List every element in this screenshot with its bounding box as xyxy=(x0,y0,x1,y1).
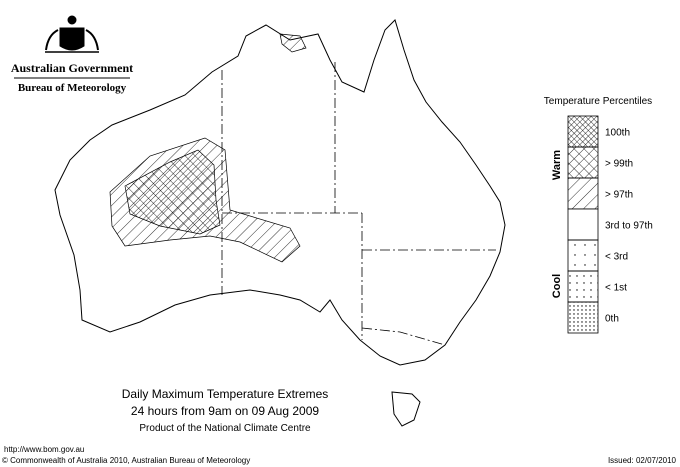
tasmania xyxy=(391,391,421,427)
issued: Issued: 02/07/2010 xyxy=(608,456,677,465)
map xyxy=(54,19,506,427)
legend-swatch xyxy=(567,208,599,241)
warm-region-north xyxy=(279,33,307,53)
legend-title: Temperature Percentiles xyxy=(544,96,652,107)
url: http://www.bom.gov.au xyxy=(4,445,84,454)
legend-label: 100th xyxy=(605,128,630,139)
map-title: Daily Maximum Temperature Extremes xyxy=(122,387,329,401)
legend-label: > 99th xyxy=(605,159,633,170)
legend-swatch xyxy=(567,301,599,334)
agency: Australian Government xyxy=(11,61,133,75)
copyright: © Commonwealth of Australia 2010, Austra… xyxy=(2,456,250,465)
map-product: Product of the National Climate Centre xyxy=(139,423,311,434)
mainland xyxy=(54,19,506,366)
legend-swatch xyxy=(567,146,599,179)
legend-label: 3rd to 97th xyxy=(605,221,653,232)
legend-label: > 97th xyxy=(605,190,633,201)
state-border xyxy=(361,327,446,346)
map-period: 24 hours from 9am on 09 Aug 2009 xyxy=(131,404,319,418)
legend-label: 0th xyxy=(605,314,619,325)
hot-region xyxy=(124,149,221,235)
legend-cool: Cool xyxy=(551,274,563,298)
legend: 100th > 99th > 97th 3rd to 97th < 3rd < 1st 0t… xyxy=(567,115,653,334)
legend-swatch xyxy=(567,177,599,210)
legend-swatch xyxy=(567,270,599,303)
legend-label: < 3rd xyxy=(605,252,628,263)
crest xyxy=(45,15,99,53)
legend-label: < 1st xyxy=(605,283,627,294)
legend-swatch xyxy=(567,115,599,148)
legend-warm: Warm xyxy=(551,150,563,180)
legend-swatch xyxy=(567,239,599,272)
bureau: Bureau of Meteorology xyxy=(18,82,127,94)
